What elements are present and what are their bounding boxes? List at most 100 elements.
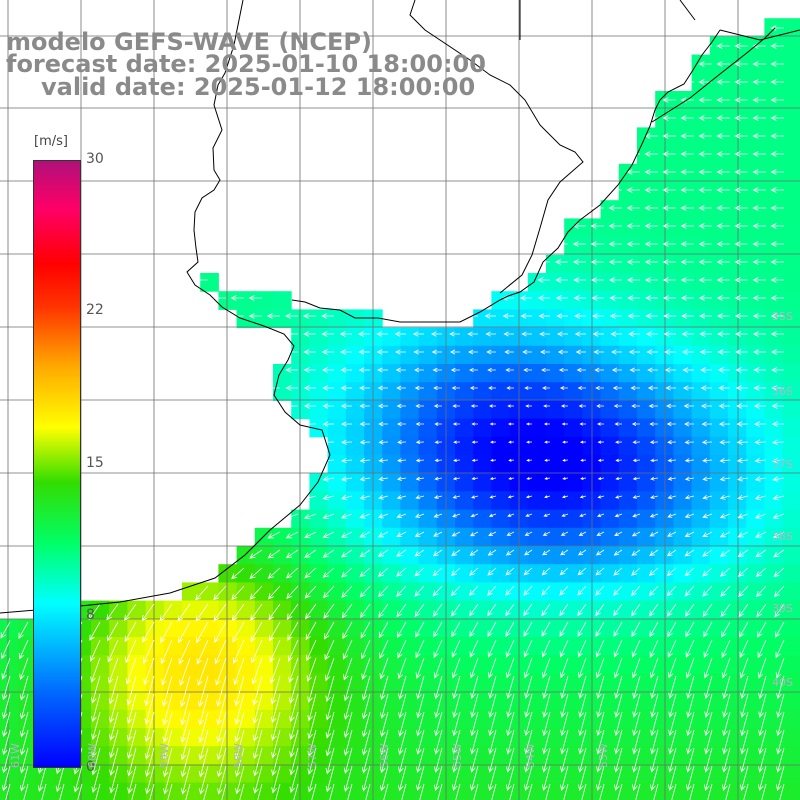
wind-arrow — [488, 531, 497, 536]
wind-arrow — [488, 513, 497, 518]
wind-arrow — [662, 133, 676, 139]
field-cell — [564, 546, 583, 565]
field-cell — [655, 673, 674, 693]
field-cell — [36, 782, 56, 800]
wind-arrow — [719, 494, 731, 500]
field-cell — [655, 200, 674, 219]
model-title: modelo GEFS-WAVE (NCEP) — [6, 28, 372, 56]
field-cell — [236, 600, 256, 620]
field-cell — [91, 600, 110, 620]
wind-arrow — [752, 295, 766, 301]
field-cell — [600, 200, 620, 219]
field-cell — [327, 309, 347, 329]
wind-arrow — [471, 422, 478, 426]
wind-arrow — [770, 133, 784, 139]
wind-arrow — [322, 549, 335, 558]
wind-arrow — [145, 747, 155, 777]
field-cell — [491, 509, 511, 529]
wind-arrow — [611, 367, 622, 373]
wind-arrow — [434, 458, 443, 463]
wind-arrow — [397, 440, 407, 445]
field-cell — [473, 327, 492, 347]
wind-arrow — [754, 439, 767, 446]
wind-arrow — [663, 331, 676, 337]
wind-arrow — [398, 693, 407, 719]
field-cell — [291, 764, 310, 784]
wind-arrow — [596, 693, 605, 718]
field-cell — [746, 637, 765, 656]
field-cell — [728, 400, 747, 420]
field-cell — [600, 655, 620, 674]
field-cell — [600, 582, 620, 602]
field-cell — [637, 509, 656, 529]
wind-arrow — [343, 711, 353, 738]
wind-arrow — [650, 747, 659, 773]
wind-arrow — [433, 639, 443, 659]
wind-arrow — [285, 513, 299, 520]
wind-arrow — [360, 621, 371, 639]
field-cell — [327, 509, 347, 529]
field-cell — [673, 564, 693, 583]
wind-arrow — [398, 711, 407, 737]
field-cell — [254, 746, 274, 765]
field-cell — [455, 600, 474, 620]
field-cell — [473, 546, 492, 565]
wind-arrow — [632, 513, 641, 518]
field-cell — [673, 637, 693, 656]
wind-arrow — [541, 567, 551, 576]
field-cell — [764, 273, 784, 292]
wind-arrow — [109, 729, 119, 759]
field-cell — [782, 218, 800, 238]
wind-arrow — [161, 657, 173, 686]
wind-arrow — [198, 747, 209, 778]
wind-arrow — [698, 97, 712, 103]
field-cell — [691, 564, 711, 583]
wind-arrow — [0, 621, 11, 639]
field-cell — [527, 273, 547, 292]
field-cell — [564, 218, 583, 238]
wind-arrow — [419, 783, 425, 800]
field-cell — [491, 473, 511, 492]
field-cell — [254, 637, 274, 656]
field-cell — [764, 236, 784, 256]
wind-arrow — [127, 765, 137, 794]
wind-arrow — [754, 476, 767, 482]
field-cell — [618, 491, 638, 511]
field-cell — [618, 400, 638, 420]
wind-arrow — [252, 711, 263, 742]
wind-arrow — [770, 349, 784, 355]
field-cell — [746, 364, 765, 383]
field-cell — [782, 18, 800, 37]
wind-arrow — [108, 693, 119, 724]
wind-arrow — [542, 765, 551, 791]
field-cell — [546, 364, 565, 383]
wind-arrow — [698, 259, 712, 265]
field-cell — [709, 309, 729, 329]
field-cell — [673, 182, 693, 201]
field-cell — [691, 364, 711, 383]
field-cell — [764, 18, 784, 37]
wind-arrow — [613, 621, 623, 637]
wind-arrow — [487, 621, 497, 638]
wind-arrow — [577, 639, 587, 658]
wind-arrow — [303, 385, 316, 391]
field-cell — [691, 764, 711, 784]
wind-arrow — [562, 440, 569, 444]
wind-arrow — [249, 567, 263, 579]
wind-arrow — [452, 404, 460, 408]
wind-arrow — [489, 404, 496, 408]
wind-arrow — [285, 367, 298, 373]
wind-arrow — [740, 765, 749, 791]
wind-arrow — [631, 657, 641, 679]
field-cell — [746, 655, 765, 674]
wind-arrow — [289, 711, 299, 741]
field-cell — [691, 782, 711, 800]
field-cell — [709, 273, 729, 292]
wind-arrow — [701, 403, 712, 409]
field-cell — [655, 600, 674, 620]
wind-arrow — [649, 440, 659, 445]
field-cell — [236, 728, 256, 747]
lat-label: 38S — [772, 530, 793, 543]
field-cell — [400, 655, 420, 674]
wind-arrow — [270, 657, 281, 684]
